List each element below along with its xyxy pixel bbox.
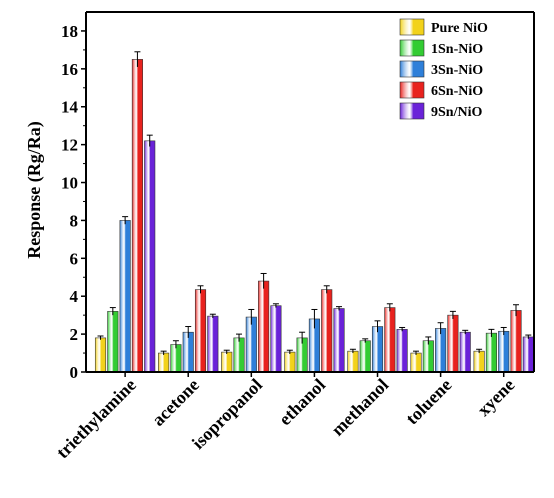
y-tick-label: 4 xyxy=(70,287,79,306)
bar-4-3 xyxy=(333,308,345,373)
bar-2-2 xyxy=(245,316,257,373)
y-tick-label: 16 xyxy=(61,60,78,79)
legend: Pure NiO 1Sn-NiO 3Sn-NiO 6Sn-NiO 9Sn/NiO xyxy=(399,18,488,120)
bar-4-2 xyxy=(270,305,282,373)
legend-swatch-2 xyxy=(399,60,425,78)
legend-label-3: 6Sn-NiO xyxy=(431,84,483,99)
legend-label-0: Pure NiO xyxy=(431,21,488,36)
bar-2-6 xyxy=(498,330,510,373)
y-tick-label: 12 xyxy=(61,136,78,155)
bar-4-1 xyxy=(207,315,219,373)
legend-swatch-1 xyxy=(399,39,425,57)
bar-1-0 xyxy=(107,311,119,373)
x-tick-label-1: acetone xyxy=(148,375,203,430)
bar-3-4 xyxy=(384,307,396,373)
bar-0-6 xyxy=(473,350,485,373)
x-tick-label-5: toluene xyxy=(402,375,456,429)
bar-1-1 xyxy=(170,344,182,373)
bar-4-6 xyxy=(522,336,534,373)
legend-label-1: 1Sn-NiO xyxy=(431,42,483,57)
bar-4-5 xyxy=(459,331,471,373)
legend-label-2: 3Sn-NiO xyxy=(431,63,483,78)
y-tick-label: 6 xyxy=(70,249,79,268)
x-tick-label-3: ethanol xyxy=(275,375,329,429)
bar-2-5 xyxy=(435,328,447,373)
bar-0-2 xyxy=(221,351,233,373)
y-axis-label: Response (Rg/Ra) xyxy=(24,121,45,259)
bar-2-4 xyxy=(371,326,384,373)
y-tick-label: 14 xyxy=(61,98,79,117)
legend-swatch-0 xyxy=(399,18,425,36)
y-ticks-layer: 0 2 4 6 8 10 12 14 16 18 xyxy=(61,22,86,382)
legend-swatch-4 xyxy=(399,102,425,120)
error-bars-layer xyxy=(97,51,532,355)
bar-2-0 xyxy=(119,220,131,373)
bar-3-5 xyxy=(447,314,459,373)
bar-3-1 xyxy=(194,289,207,373)
bar-1-2 xyxy=(233,337,245,373)
y-tick-label: 0 xyxy=(70,363,79,382)
bar-1-5 xyxy=(422,340,434,373)
y-tick-label: 18 xyxy=(61,22,78,41)
bar-2-1 xyxy=(182,331,194,373)
bar-0-4 xyxy=(347,350,359,373)
axes-layer xyxy=(85,11,535,373)
bar-0-3 xyxy=(284,351,296,373)
y-tick-label: 2 xyxy=(70,325,79,344)
legend-label-4: 9Sn/NiO xyxy=(431,105,482,120)
bar-3-6 xyxy=(510,310,522,373)
bar-0-1 xyxy=(158,352,170,373)
bar-3-2 xyxy=(258,280,270,373)
bar-4-0 xyxy=(144,140,156,373)
x-tick-label-6: xyene xyxy=(473,375,518,420)
x-tick-label-4: methanol xyxy=(327,375,392,440)
bar-1-4 xyxy=(359,340,371,373)
bar-0-0 xyxy=(94,337,107,373)
y-tick-label: 10 xyxy=(61,174,78,193)
bar-3-0 xyxy=(131,59,143,373)
x-tick-label-0: triethylamine xyxy=(52,375,140,463)
bar-3-3 xyxy=(321,289,333,373)
bar-4-4 xyxy=(396,329,408,373)
legend-swatch-3 xyxy=(399,81,425,99)
bar-0-5 xyxy=(410,352,422,373)
y-tick-label: 8 xyxy=(70,211,79,230)
bar-1-6 xyxy=(485,332,497,373)
